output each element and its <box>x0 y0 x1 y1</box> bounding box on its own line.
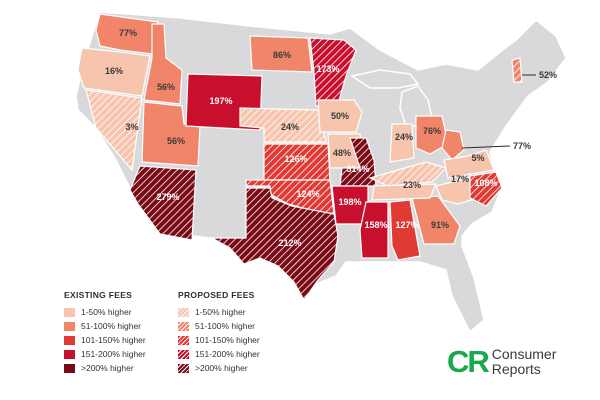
label-WV: 77% <box>513 141 531 151</box>
label-OH: 76% <box>423 126 441 136</box>
label-KY: 23% <box>403 180 421 190</box>
legend-existing-item-5: >200% higher <box>64 361 146 375</box>
legend-proposed-item-1: 1-50% higher <box>178 305 260 319</box>
legend-swatch <box>178 349 189 359</box>
legend-proposed-item-4: 151-200% higher <box>178 347 260 361</box>
state-NH <box>511 57 523 83</box>
legend-swatch <box>178 363 189 373</box>
state-IN <box>389 123 415 163</box>
label-MS: 158% <box>364 220 387 230</box>
cr-logo-line-2: Reports <box>491 360 541 377</box>
cr-logo-line-1: Consumer <box>491 345 557 362</box>
state-OH <box>415 115 449 155</box>
state-IA <box>317 99 363 133</box>
state-MN <box>309 37 357 107</box>
legend-label: 51-100% higher <box>195 321 256 331</box>
label-GA: 91% <box>431 220 449 230</box>
michigan-upper <box>350 69 420 89</box>
consumer-reports-logo: CR Consumer Reports <box>447 346 556 377</box>
legend-swatch <box>64 321 75 331</box>
label-ND: 86% <box>273 50 291 60</box>
label-IN: 24% <box>395 132 413 142</box>
legend-existing-item-3: 101-150% higher <box>64 333 146 347</box>
state-VA <box>443 149 495 179</box>
legend-proposed-item-3: 101-150% higher <box>178 333 260 347</box>
label-AZ: 279% <box>156 192 179 202</box>
cr-logo-mark: CR <box>447 344 490 379</box>
legend-label: >200% higher <box>195 363 248 373</box>
state-MS <box>359 201 389 259</box>
legend-label: 151-200% higher <box>195 349 260 359</box>
label-KS: 126% <box>284 154 307 164</box>
legend-proposed-title: PROPOSED FEES <box>178 290 255 300</box>
label-UT: 56% <box>167 136 185 146</box>
legend-swatch <box>178 307 189 317</box>
label-MO: 48% <box>333 148 351 158</box>
legend-existing-item-2: 51-100% higher <box>64 319 146 333</box>
label-AR: 198% <box>338 197 361 207</box>
legend-proposed: PROPOSED FEES 1-50% higher 51-100% highe… <box>178 290 260 375</box>
label-NE: 24% <box>281 122 299 132</box>
label-WA: 77% <box>119 28 137 38</box>
label-MO_EAST: 314% <box>346 164 369 174</box>
state-OR <box>77 47 151 97</box>
legend-proposed-item-2: 51-100% higher <box>178 319 260 333</box>
label-AL: 127% <box>395 220 418 230</box>
legend-existing: EXISTING FEES 1-50% higher 51-100% highe… <box>64 290 146 375</box>
label-OR: 16% <box>105 66 123 76</box>
label-TX: 212% <box>278 238 301 248</box>
legend-swatch <box>64 363 75 373</box>
state-ID <box>143 23 183 105</box>
legend-label: >200% higher <box>81 363 134 373</box>
state-NV <box>85 89 143 172</box>
label-NC: 17% <box>451 174 469 184</box>
label-MN: 173% <box>316 64 339 74</box>
label-NC_EAST: 108% <box>474 178 497 188</box>
state-ND <box>249 35 313 73</box>
label-WY: 197% <box>209 96 232 106</box>
legend-swatch <box>64 307 75 317</box>
label-IA: 50% <box>331 111 349 121</box>
legend-swatch <box>64 335 75 345</box>
label-NV: 3% <box>125 122 138 132</box>
legend-label: 51-100% higher <box>81 321 142 331</box>
legend-existing-title: EXISTING FEES <box>64 290 133 300</box>
legend-swatch <box>64 349 75 359</box>
state-WV <box>441 129 465 161</box>
state-NC_EAST <box>469 171 503 207</box>
label-NH: 52% <box>539 70 557 80</box>
state-WA <box>95 13 159 55</box>
label-OK: 124% <box>296 189 319 199</box>
label-VA: 5% <box>471 153 484 163</box>
legend-swatch <box>178 321 189 331</box>
legend-label: 151-200% higher <box>81 349 146 359</box>
legend-label: 1-50% higher <box>195 307 246 317</box>
legend-label: 101-150% higher <box>81 335 146 345</box>
legend-existing-item-4: 151-200% higher <box>64 347 146 361</box>
state-NE <box>239 107 327 143</box>
leader-line-wv <box>461 145 511 149</box>
legend-label: 1-50% higher <box>81 307 132 317</box>
legend-existing-item-1: 1-50% higher <box>64 305 146 319</box>
state-AZ <box>129 165 197 241</box>
label-ID: 56% <box>157 82 175 92</box>
cr-logo-wordmark: Consumer Reports <box>491 345 557 377</box>
legend-proposed-item-5: >200% higher <box>178 361 260 375</box>
state-TX <box>209 187 339 302</box>
legend-swatch <box>178 335 189 345</box>
legend-label: 101-150% higher <box>195 335 260 345</box>
state-GA <box>411 195 461 245</box>
state-TN <box>371 183 437 201</box>
state-AL <box>389 199 421 261</box>
